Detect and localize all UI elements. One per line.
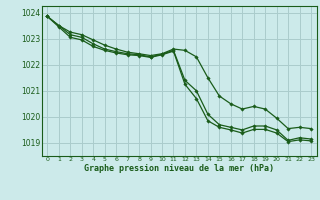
X-axis label: Graphe pression niveau de la mer (hPa): Graphe pression niveau de la mer (hPa): [84, 164, 274, 173]
